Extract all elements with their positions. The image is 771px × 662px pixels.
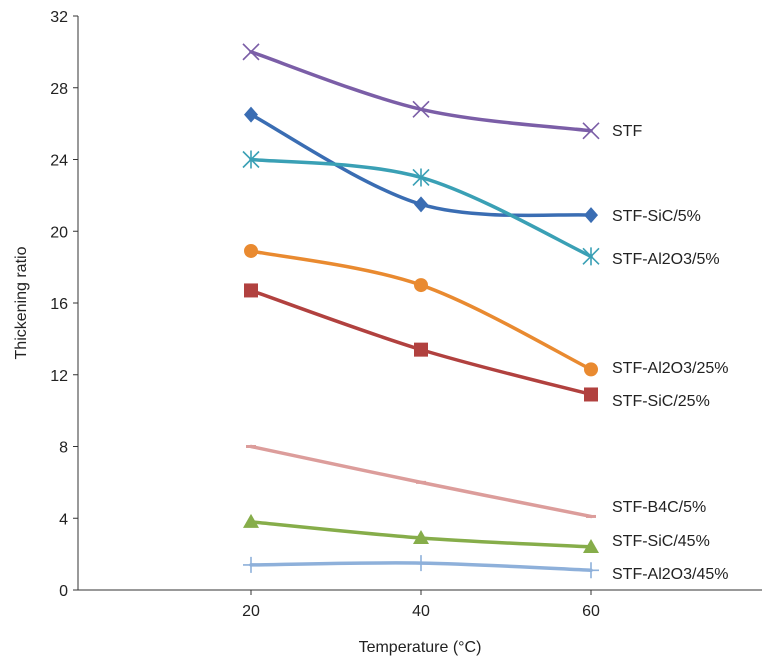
series-stf-b4c-5--label: STF-B4C/5% [612,499,706,516]
series-stf-sic-45--point [413,529,429,544]
series-stf-al2o3-5--point [582,247,600,266]
x-axis: 20 40 60 [78,589,762,620]
series-stf-label: STF [612,123,642,140]
series-stf-sic-25--label: STF-SiC/25% [612,393,710,410]
series-stf-al2o3-25--point [584,362,598,377]
series-stf [242,43,600,140]
series-stf-sic-45--point [243,513,259,528]
series-stf-sic-25--point [584,387,598,402]
series-stf-al2o3-5--label: STF-Al2O3/5% [612,251,720,268]
series-stf-al2o3-45--point [243,556,259,573]
series-stf-al2o3-45--label: STF-Al2O3/45% [612,566,728,583]
series-stf-sic-25- [244,283,598,402]
x-tick-label: 60 [582,603,600,620]
series-stf-point [582,122,600,140]
y-tick-label: 16 [50,296,68,313]
series-stf-sic-5--point [414,196,428,213]
series-stf-al2o3-25--point [414,278,428,293]
series-stf-al2o3-25- [244,243,598,377]
y-tick-label: 0 [59,583,68,600]
series-labels: STF STF-SiC/5% STF-Al2O3/5% STF-Al2O3/25% ST… [612,123,728,583]
y-ticks: 0 4 8 12 16 20 24 28 32 [50,9,78,600]
series-stf-al2o3-5- [242,150,600,266]
x-tick-label: 40 [412,603,430,620]
series-stf-sic-25--point [414,342,428,357]
y-axis-title: Thickening ratio [13,246,30,359]
series-stf-al2o3-25--point [244,243,258,258]
y-tick-label: 20 [50,224,68,241]
series-stf-sic-45--point [583,538,599,553]
series-stf-sic-5--label: STF-SiC/5% [612,208,701,225]
series-stf-line [249,50,593,133]
series-stf-sic-5- [244,106,598,224]
x-tick-label: 20 [242,603,260,620]
y-tick-label: 24 [50,153,68,170]
series-stf-sic-45--label: STF-SiC/45% [612,533,710,550]
y-axis: 0 4 8 12 16 20 24 28 32 [50,9,79,600]
series-stf-point [412,100,430,118]
series-stf-point [242,43,260,61]
series-stf-al2o3-45- [243,555,599,579]
series-layer [242,43,600,579]
x-axis-title: Temperature (°C) [359,639,482,656]
y-tick-label: 32 [50,9,68,26]
series-stf-b4c-5- [246,444,596,519]
series-stf-al2o3-5--point [412,168,430,187]
x-ticks: 20 40 60 [242,590,600,620]
y-tick-label: 28 [50,81,68,98]
series-stf-al2o3-45--point [413,555,429,572]
series-stf-sic-25--point [244,283,258,298]
series-stf-al2o3-25--label: STF-Al2O3/25% [612,360,728,377]
series-stf-al2o3-45--point [583,562,599,579]
series-stf-al2o3-5--point [242,150,260,169]
series-stf-sic-45- [243,513,599,553]
series-stf-sic-5--point [584,207,598,224]
y-tick-label: 4 [59,511,68,528]
y-tick-label: 8 [59,440,68,457]
y-tick-label: 12 [50,368,68,385]
series-stf-sic-5--point [244,106,258,123]
